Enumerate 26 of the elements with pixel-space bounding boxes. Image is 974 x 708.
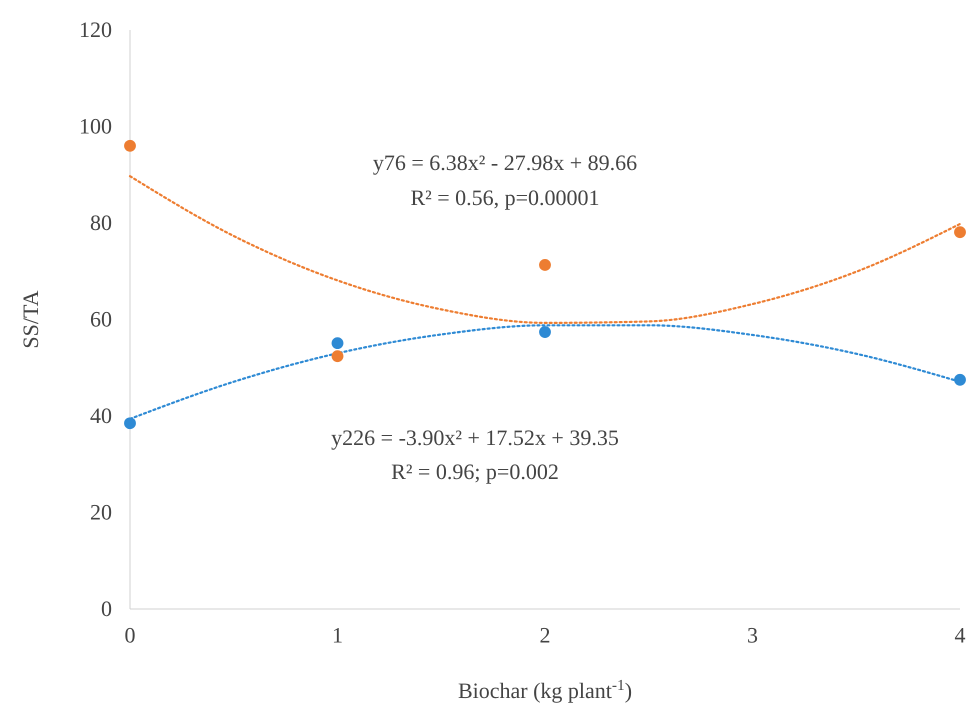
point: [539, 259, 551, 271]
y-tick-label: 40: [90, 403, 112, 428]
point: [124, 417, 136, 430]
point: [332, 337, 344, 350]
y-tick-label: 100: [79, 114, 112, 139]
point: [954, 374, 966, 386]
x-tick-label: 1: [332, 622, 343, 648]
point: [539, 326, 551, 338]
x-axis-title: Biochar (kg plant$^{-1}$): [458, 676, 632, 703]
y-tick-label: 80: [90, 210, 112, 236]
y-tick-label: 20: [90, 500, 112, 525]
point: [954, 226, 966, 238]
annotation: R² = 0.56, p=0.00001: [410, 185, 600, 210]
x-tick-label: 2: [540, 622, 550, 648]
x-tick-label: 4: [954, 622, 966, 648]
annotation: y226 = -3.90x² + 17.52x + 39.35: [331, 425, 619, 450]
y-tick-label: 120: [79, 17, 112, 42]
point: [124, 140, 136, 152]
annotation: R² = 0.96; p=0.002: [391, 459, 559, 484]
y-tick-label: 0: [101, 596, 112, 622]
y-tick-label: 60: [90, 306, 112, 332]
annotation: y76 = 6.38x² - 27.98x + 89.66: [372, 150, 638, 175]
y-axis-title: SS/TA: [18, 290, 43, 349]
x-tick-label: 0: [124, 622, 136, 648]
point: [332, 350, 344, 362]
x-tick-label: 3: [747, 622, 758, 648]
